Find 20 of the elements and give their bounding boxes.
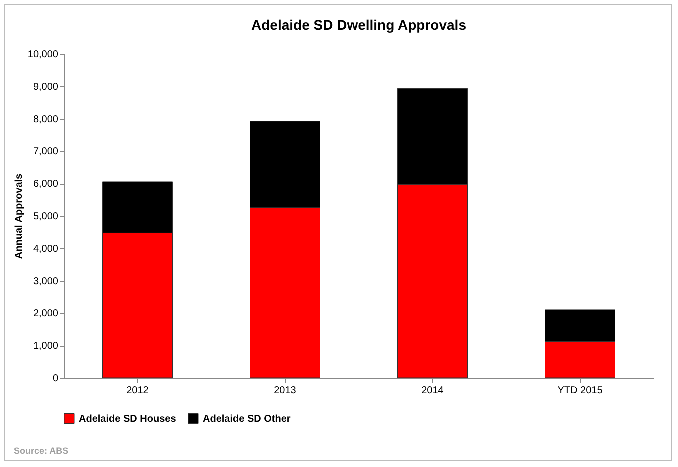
y-tick-label: 6,000 bbox=[33, 179, 59, 190]
y-tick-label: 7,000 bbox=[33, 146, 59, 158]
x-tick-label: 2012 bbox=[126, 386, 150, 396]
y-tick-label: 10,000 bbox=[28, 50, 59, 60]
y-tick-label: 3,000 bbox=[33, 276, 59, 288]
y-axis-title: Annual Approvals bbox=[14, 173, 25, 260]
source-note: Source: ABS bbox=[14, 446, 69, 456]
y-tick-label: 4,000 bbox=[33, 244, 59, 255]
x-tick-label: 2013 bbox=[274, 386, 297, 396]
y-tick-label: 1,000 bbox=[33, 341, 59, 352]
chart-title: Adelaide SD Dwelling Approvals bbox=[252, 17, 467, 33]
y-tick-label: 2,000 bbox=[33, 308, 59, 320]
y-tick-label: 5,000 bbox=[33, 212, 59, 222]
legend-label: Adelaide SD Other bbox=[203, 414, 291, 425]
x-tick-label: YTD 2015 bbox=[558, 386, 604, 396]
y-tick-label: 0 bbox=[52, 374, 59, 384]
legend-label: Adelaide SD Houses bbox=[79, 414, 177, 425]
y-tick-label: 9,000 bbox=[33, 82, 59, 93]
x-tick-label: 2014 bbox=[422, 386, 444, 396]
y-tick-label: 8,000 bbox=[33, 114, 59, 126]
